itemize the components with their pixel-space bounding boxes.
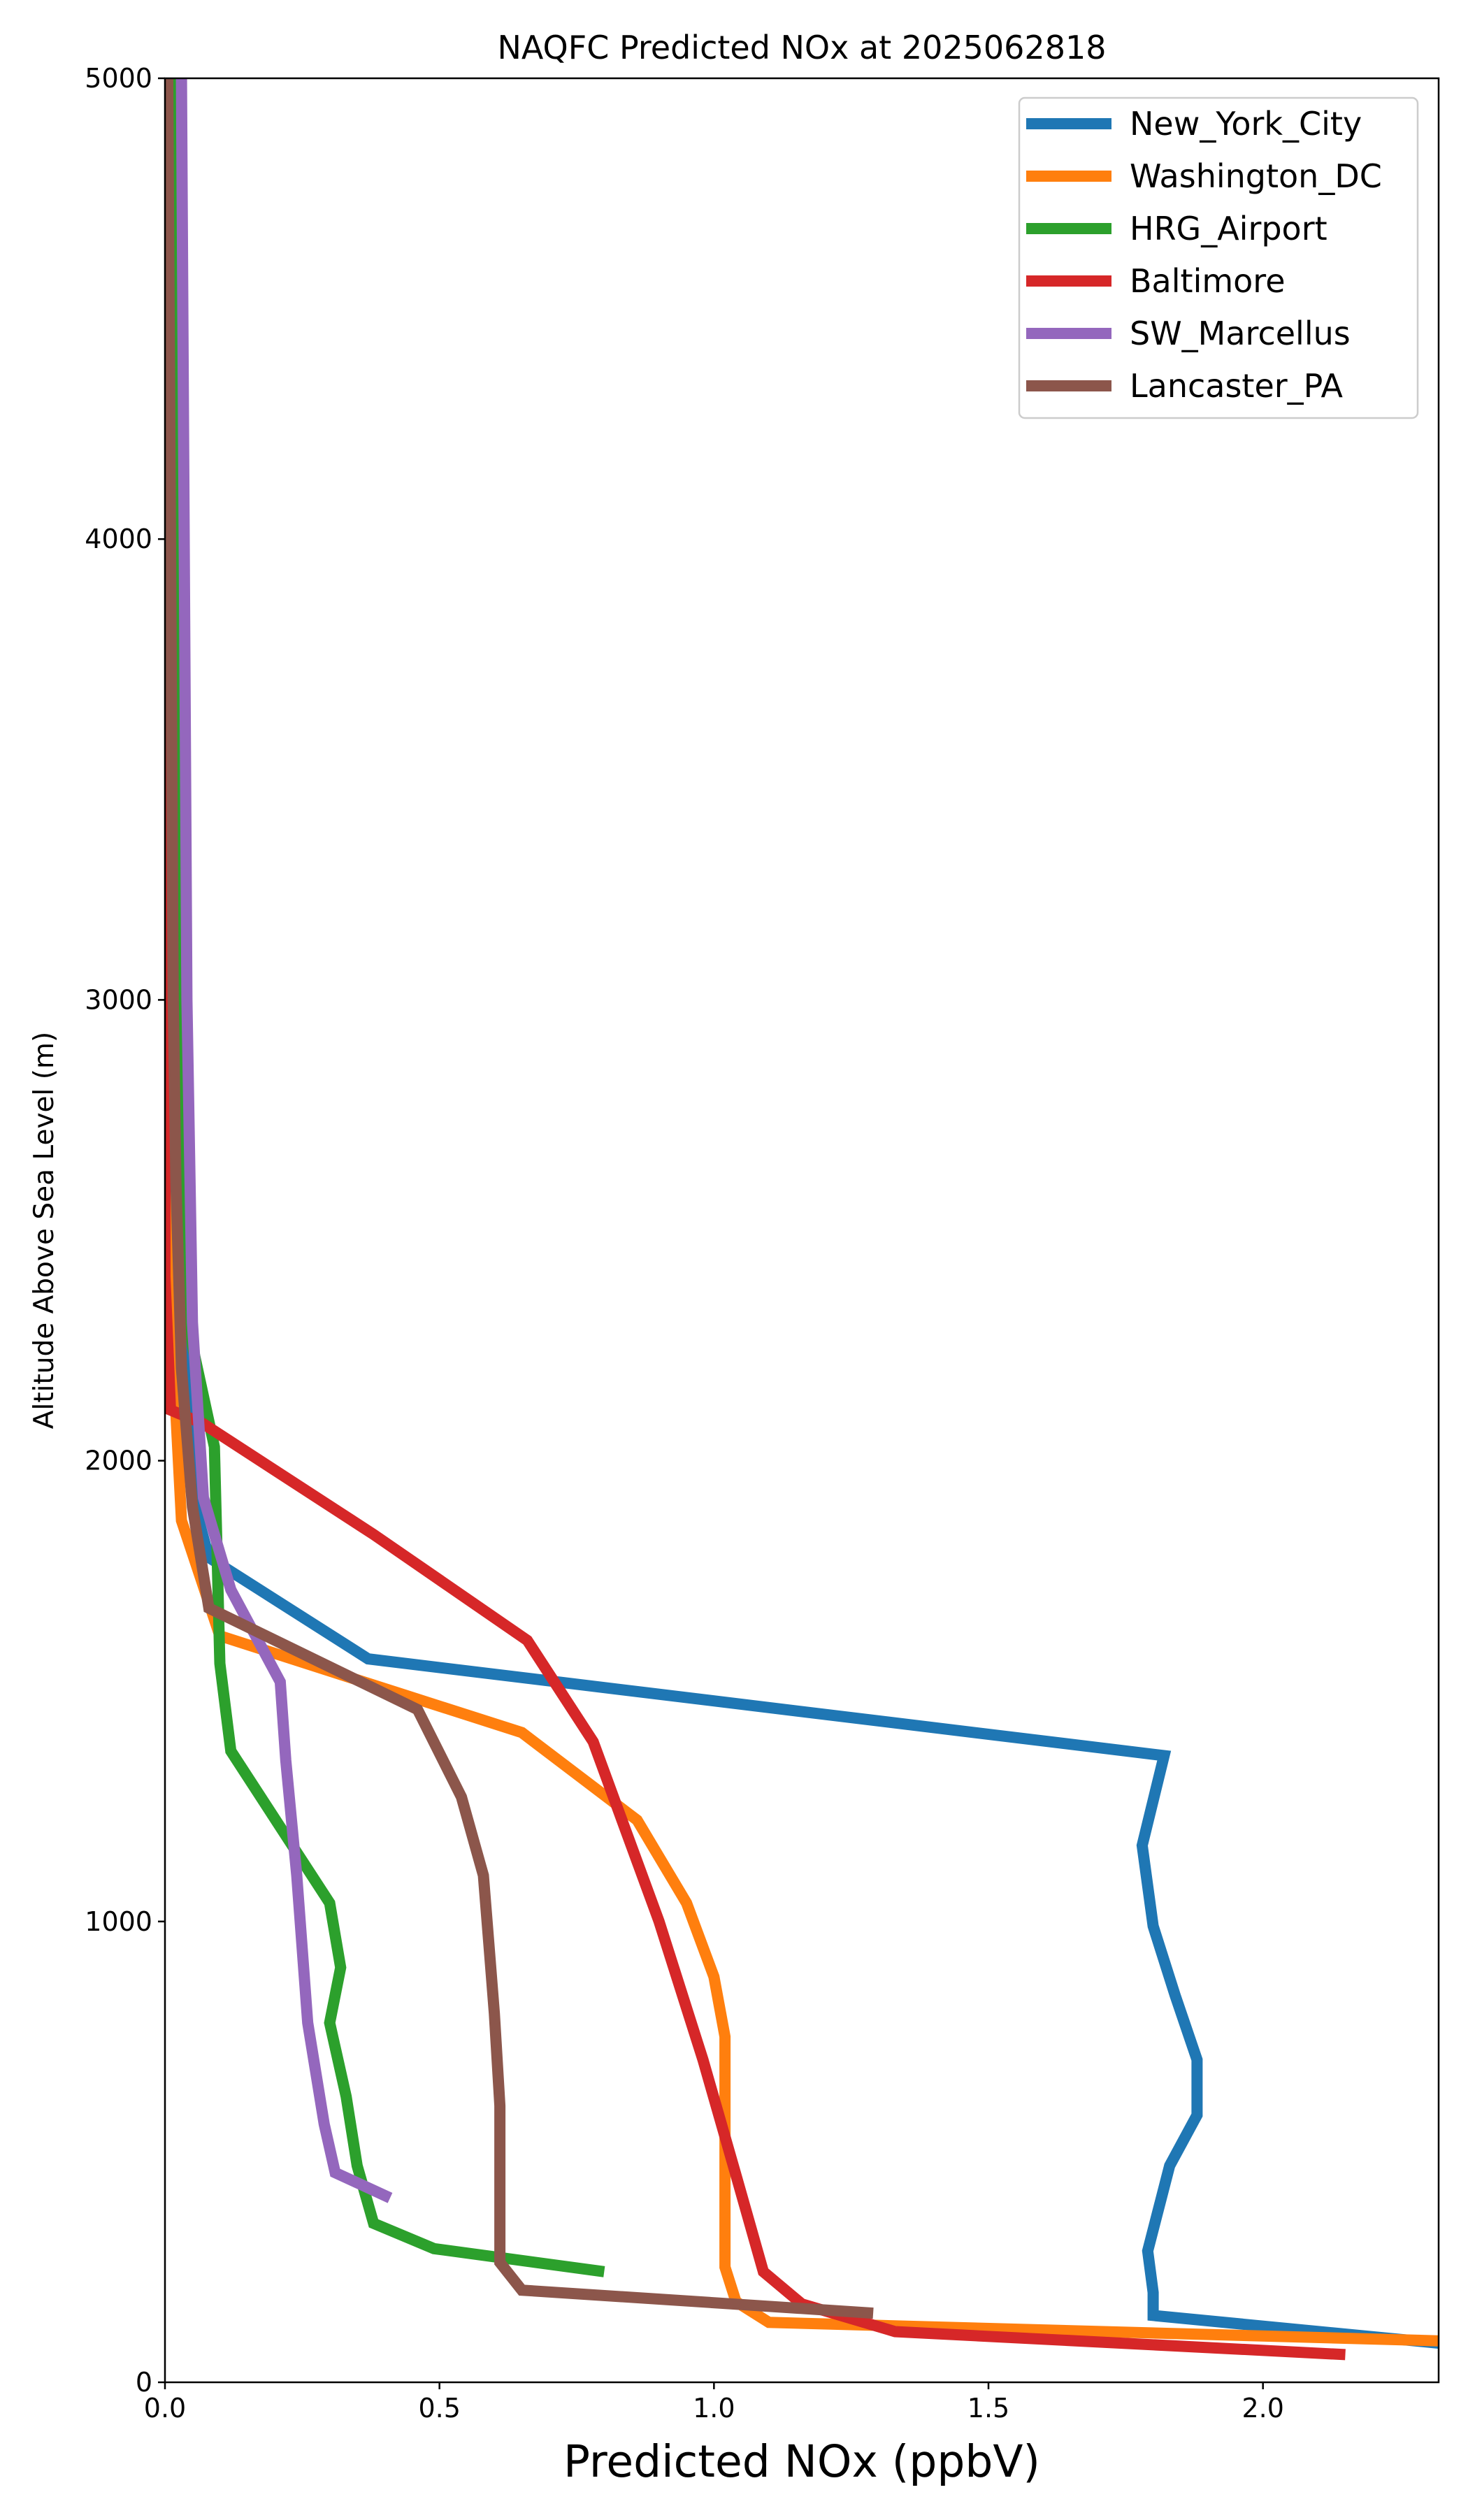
plot-frame bbox=[164, 77, 1440, 2384]
y-tick-label: 0 bbox=[136, 2367, 152, 2398]
x-axis-label: Predicted NOx (ppbV) bbox=[563, 2436, 1040, 2487]
legend-label: SW_Marcellus bbox=[1130, 315, 1351, 352]
y-tick-label: 3000 bbox=[85, 984, 152, 1015]
axis-ticks: 0.0 0.5 1.0 1.5 2.0 0 1000 2000 3000 4000 5000 bbox=[85, 63, 1284, 2424]
legend-label: New_York_City bbox=[1130, 105, 1362, 143]
x-tick-label: 1.5 bbox=[967, 2393, 1009, 2424]
legend-label: Lancaster_PA bbox=[1130, 367, 1343, 405]
series-line-sw-marcellus bbox=[175, 78, 393, 2203]
series-line-baltimore bbox=[165, 78, 1346, 2361]
y-tick-label: 2000 bbox=[85, 1446, 152, 1476]
series-line-lancaster-pa bbox=[165, 78, 874, 2319]
y-tick-label: 1000 bbox=[85, 1906, 152, 1937]
x-tick-label: 0.5 bbox=[418, 2393, 460, 2424]
legend-box bbox=[1018, 96, 1419, 419]
legend-label: Baltimore bbox=[1130, 262, 1286, 300]
y-tick-label: 5000 bbox=[85, 63, 152, 94]
x-tick-label: 0.0 bbox=[144, 2393, 186, 2424]
y-tick-label: 4000 bbox=[85, 524, 152, 554]
chart-title: NAQFC Predicted NOx at 2025062818 bbox=[497, 29, 1106, 66]
series-lines bbox=[165, 78, 1439, 2361]
legend: New_York_City Washington_DC HRG_Airport Bal… bbox=[1018, 96, 1419, 419]
legend-label: HRG_Airport bbox=[1130, 210, 1327, 247]
legend-label: Washington_DC bbox=[1130, 157, 1382, 195]
x-tick-label: 1.0 bbox=[693, 2393, 735, 2424]
x-tick-label: 2.0 bbox=[1242, 2393, 1283, 2424]
y-axis-label: Altitude Above Sea Level (m) bbox=[29, 1032, 60, 1429]
